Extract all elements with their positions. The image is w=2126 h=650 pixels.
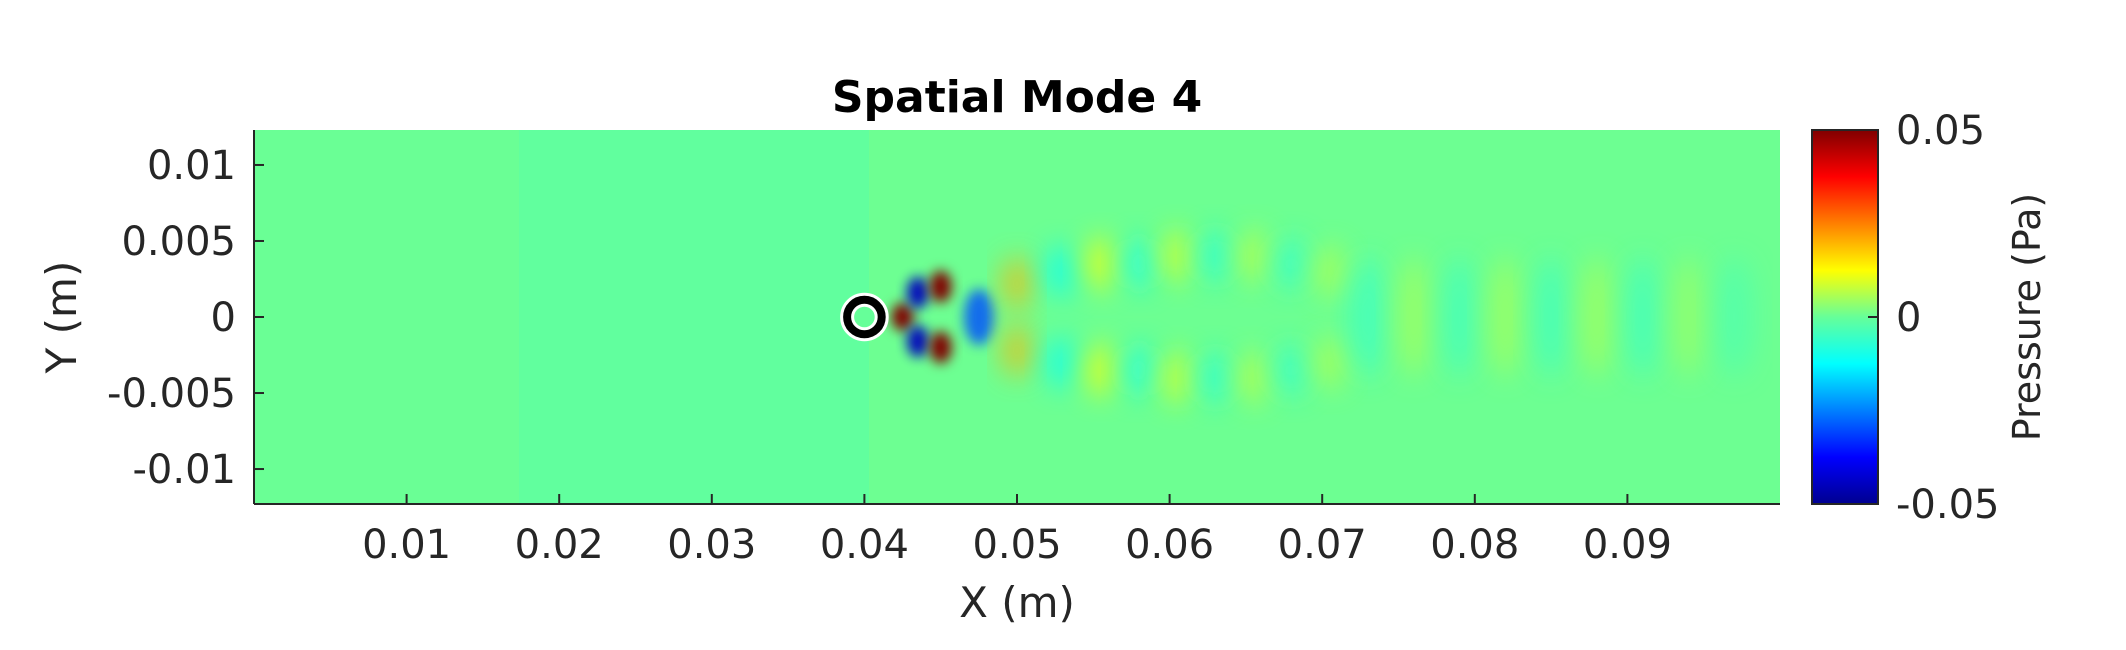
x-tick-label: 0.04 [820,522,909,568]
x-axis-label: X (m) [959,578,1075,627]
pressure-feature [1120,237,1159,290]
pressure-feature [1002,257,1032,310]
colorbar: 0.05 0 -0.05 Pressure (Pa) [1811,108,2049,528]
y-tick-label: -0.01 [133,447,237,493]
upstream-region [254,130,519,504]
pressure-feature [1234,230,1273,283]
pressure-feature [1196,351,1235,404]
x-tick-label: 0.03 [667,522,756,568]
pressure-feature [929,331,952,364]
pressure-feature [1120,344,1159,397]
pressure-feature [1440,257,1479,377]
plot-area [253,130,1780,505]
colorbar-tick-label: -0.05 [1896,482,2000,528]
pressure-feature [1394,257,1433,377]
pressure-feature [1158,230,1197,283]
x-tick-label: 0.07 [1278,522,1367,568]
pressure-feature [1623,257,1662,377]
colorbar-label: Pressure (Pa) [2005,193,2049,441]
mid-region [519,130,869,504]
y-axis-label: Y (m) [37,261,86,375]
colorbar-tick-label: 0.05 [1896,108,1985,154]
pressure-feature [1081,344,1120,397]
x-axis-ticks: 0.01 0.02 0.03 0.04 0.05 0.06 0.07 0.08 0.09 [362,494,1672,568]
pressure-feature [906,325,929,358]
pressure-feature [1043,245,1082,298]
x-tick-label: 0.06 [1125,522,1214,568]
pressure-feature [929,270,952,303]
colorbar-gradient [1811,129,1879,505]
x-tick-label: 0.08 [1430,522,1519,568]
pressure-feature [1158,351,1197,404]
pressure-feature [1669,257,1708,377]
colorbar-tick-label: 0 [1896,295,1921,341]
pressure-feature [1486,257,1525,377]
pressure-feature [1577,257,1616,377]
pressure-feature [906,276,929,309]
cylinder-marker [840,292,889,342]
chart-title: Spatial Mode 4 [832,72,1202,123]
pressure-feature [1002,324,1032,377]
y-tick-label: -0.005 [107,371,236,417]
pressure-feature [1310,245,1349,298]
pressure-feature [1532,257,1571,377]
y-tick-label: 0.005 [121,219,236,265]
pressure-feature [1196,230,1235,283]
pressure-features [891,230,1754,404]
pressure-feature [891,303,914,331]
pressure-feature [963,289,994,345]
cylinder-ring [843,295,886,339]
x-tick-label: 0.02 [515,522,604,568]
pressure-feature [1234,351,1273,404]
y-tick-label: 0.01 [147,143,236,189]
pressure-feature [1349,257,1387,377]
pressure-feature [1715,257,1754,377]
y-tick-label: 0 [211,295,236,341]
pressure-feature [1310,336,1349,389]
y-axis-ticks: 0.01 0.005 0 -0.005 -0.01 [107,143,264,493]
x-tick-label: 0.09 [1583,522,1672,568]
x-tick-label: 0.05 [972,522,1061,568]
pressure-feature [1081,237,1120,290]
pressure-feature [1272,344,1311,397]
pressure-feature [1043,336,1082,389]
colorbar-ticks: 0.05 0 -0.05 [1868,108,2000,528]
x-tick-label: 0.01 [362,522,451,568]
pressure-feature [1272,237,1311,290]
